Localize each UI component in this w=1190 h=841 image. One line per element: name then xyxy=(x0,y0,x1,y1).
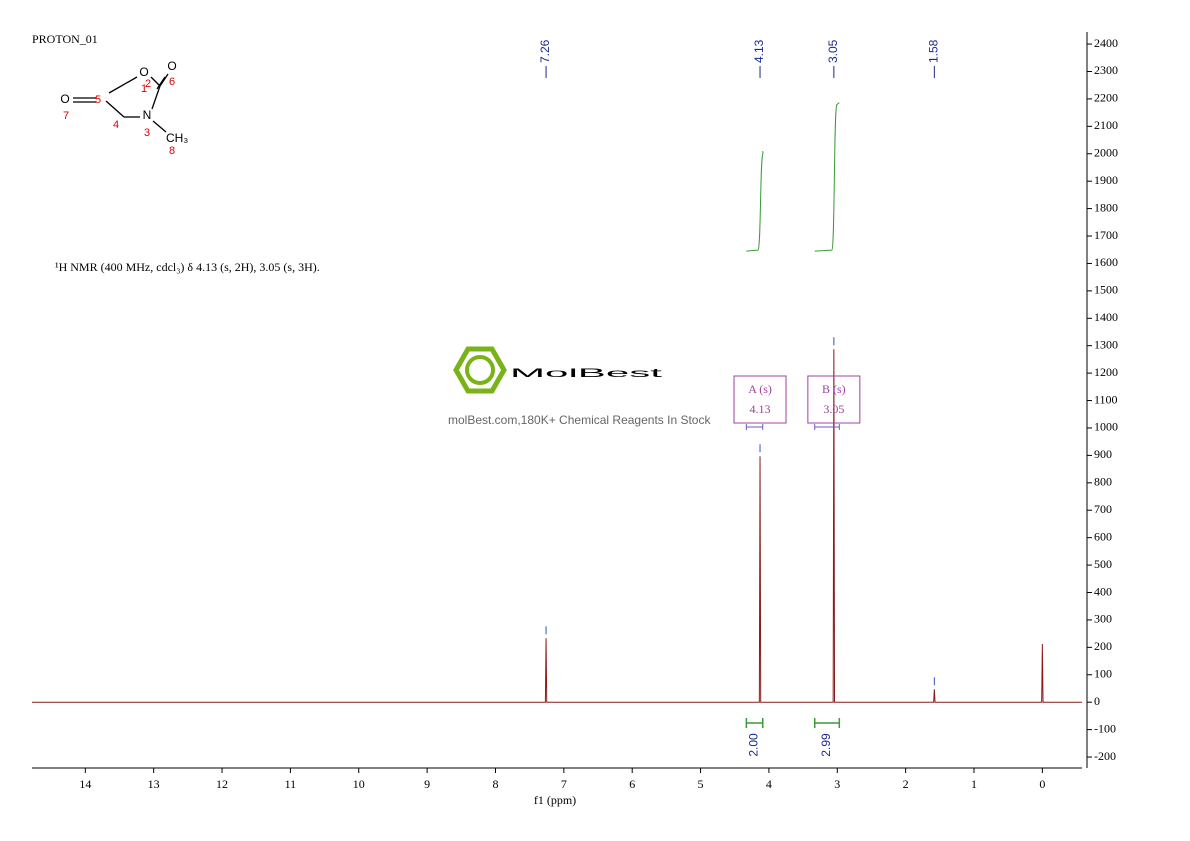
peak-label: 1.58 xyxy=(927,39,941,63)
atom-number: 5 xyxy=(95,94,101,106)
structure-labels: O O O N CH₃ 1 2 3 4 5 6 7 8 xyxy=(60,59,188,157)
spectrum xyxy=(32,349,1082,703)
y-tick-label: 2100 xyxy=(1094,118,1118,132)
bond xyxy=(150,76,161,87)
multiplet-shift: 3.05 xyxy=(823,402,844,416)
multiplet-shift: 4.13 xyxy=(750,402,771,416)
integral-curve xyxy=(746,151,764,252)
peak-label: 7.26 xyxy=(538,39,552,63)
y-tick-label: 600 xyxy=(1094,529,1112,543)
atom-number: 6 xyxy=(169,76,175,88)
integral-label: 2.99 xyxy=(819,733,833,757)
x-tick-label: 9 xyxy=(424,777,430,791)
bond xyxy=(156,76,166,90)
multiplet-box xyxy=(807,375,861,424)
y-tick-label: 1600 xyxy=(1094,255,1118,269)
atom-number: 7 xyxy=(63,110,69,122)
chart-title: PROTON_01 xyxy=(32,32,98,46)
bond xyxy=(108,76,138,94)
atom-number: 2 xyxy=(145,78,151,90)
y-tick-label: 1500 xyxy=(1094,283,1118,297)
brand: MolBest xyxy=(510,366,664,380)
atom-number: 3 xyxy=(144,127,150,139)
x-axis-label: f1 (ppm) xyxy=(534,793,576,807)
x-tick-label: 5 xyxy=(698,777,704,791)
bond xyxy=(159,73,169,87)
integral-label: 2.00 xyxy=(747,733,761,757)
x-tick-label: 11 xyxy=(285,777,297,791)
atom: O xyxy=(60,92,69,106)
y-tick-label: 2000 xyxy=(1094,146,1118,160)
nmr-description: ¹H NMR (400 MHz, cdcl₃) δ 4.13 (s, 2H), … xyxy=(55,260,320,274)
y-tick-label: 1400 xyxy=(1094,310,1118,324)
x-tick-label: 10 xyxy=(353,777,365,791)
x-tick-label: 13 xyxy=(148,777,160,791)
y-tick-label: 2300 xyxy=(1094,63,1118,77)
integral-curve xyxy=(814,102,840,252)
tagline: molBest.com,180K+ Chemical Reagents In S… xyxy=(448,413,711,427)
integral-range xyxy=(813,718,841,728)
y-tick-label: 500 xyxy=(1094,557,1112,571)
x-tick-label: 14 xyxy=(79,777,91,791)
atom: O xyxy=(139,65,148,79)
logo xyxy=(465,355,495,385)
x-tick-label: 3 xyxy=(834,777,840,791)
x-tick-label: 7 xyxy=(561,777,567,791)
y-tick-label: 0 xyxy=(1094,694,1100,708)
y-tick-label: 1800 xyxy=(1094,200,1118,214)
y-tick-label: 700 xyxy=(1094,502,1112,516)
x-tick-label: 2 xyxy=(903,777,909,791)
x-tick-label: 4 xyxy=(766,777,772,791)
bond xyxy=(105,100,125,118)
y-tick-label: 300 xyxy=(1094,612,1112,626)
y-tick-label: 100 xyxy=(1094,667,1112,681)
peak-label: 4.13 xyxy=(752,39,766,63)
y-tick-label: 900 xyxy=(1094,447,1112,461)
y-tick-label: 2200 xyxy=(1094,91,1118,105)
y-tick-label: 1700 xyxy=(1094,228,1118,242)
y-tick-label: 200 xyxy=(1094,639,1112,653)
atom: N xyxy=(143,108,152,122)
y-tick-label: 400 xyxy=(1094,584,1112,598)
multiplet-range xyxy=(745,424,764,430)
peak-label: 3.05 xyxy=(826,39,840,63)
x-tick-label: 12 xyxy=(216,777,228,791)
y-tick-label: -200 xyxy=(1094,749,1116,763)
x-tick-label: 6 xyxy=(629,777,635,791)
atom: CH₃ xyxy=(166,131,188,145)
x-tick-label: 0 xyxy=(1039,777,1045,791)
y-tick-label: 800 xyxy=(1094,475,1112,489)
multiplet-label: A (s) xyxy=(748,382,772,396)
y-tick-label: 1300 xyxy=(1094,337,1118,351)
multiplet-box xyxy=(733,375,787,424)
atom-number: 8 xyxy=(169,145,175,157)
watermark: MolBest molBest.com,180K+ Chemical Reage… xyxy=(448,346,711,427)
y-tick-label: 2400 xyxy=(1094,36,1118,50)
x-tick-label: 8 xyxy=(492,777,498,791)
y-tick-label: 1200 xyxy=(1094,365,1118,379)
atom: O xyxy=(167,59,176,73)
y-tick-label: 1900 xyxy=(1094,173,1118,187)
x-tick-label: 1 xyxy=(971,777,977,791)
atom-number: 4 xyxy=(113,119,119,131)
structure xyxy=(73,73,169,133)
bond xyxy=(151,85,161,110)
y-tick-label: 1100 xyxy=(1094,392,1118,406)
integral-range xyxy=(745,718,764,728)
y-tick-label: -100 xyxy=(1094,721,1116,735)
multiplet-range xyxy=(814,424,840,430)
multiplet-label: B (s) xyxy=(822,382,846,396)
logo xyxy=(453,346,507,394)
y-tick-label: 1000 xyxy=(1094,420,1118,434)
atom-number: 1 xyxy=(141,83,147,95)
bond xyxy=(152,120,167,133)
